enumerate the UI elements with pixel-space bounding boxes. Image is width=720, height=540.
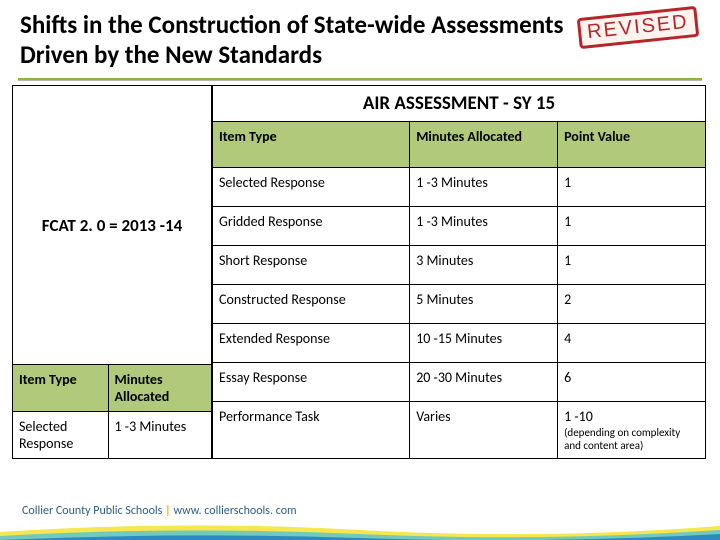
table-row: Performance Task Varies 1 -10 (depending…	[213, 402, 706, 459]
cell: Short Response	[213, 246, 410, 285]
table-row: Selected Response 1 -3 Minutes 1	[213, 168, 706, 207]
fcat-col-minutes: Minutes Allocated	[108, 365, 211, 412]
cell: 1 -3 Minutes	[410, 207, 558, 246]
slide-title: Shifts in the Construction of State-wide…	[20, 10, 580, 70]
air-heading: AIR ASSESSMENT - SY 15	[213, 86, 706, 122]
cell-value: 1 -10	[564, 408, 593, 425]
cell: 1	[558, 207, 706, 246]
fcat-col-itemtype: Item Type	[13, 365, 109, 412]
table-row: Selected Response 1 -3 Minutes	[13, 412, 212, 459]
revised-stamp: REVISED	[577, 6, 699, 49]
cell: 2	[558, 285, 706, 324]
air-col-minutes: Minutes Allocated	[410, 122, 558, 168]
footer-org: Collier County Public Schools	[22, 504, 162, 518]
wave-decoration	[0, 518, 720, 540]
title-underline	[18, 78, 702, 81]
cell: 4	[558, 324, 706, 363]
cell: 1 -3 Minutes	[410, 168, 558, 207]
footer-url: www. collierschools. com	[173, 504, 296, 518]
cell-minutes: 1 -3 Minutes	[108, 412, 211, 459]
table-row: Short Response 3 Minutes 1	[213, 246, 706, 285]
cell: 10 -15 Minutes	[410, 324, 558, 363]
table-row: Essay Response 20 -30 Minutes 6	[213, 363, 706, 402]
cell: Selected Response	[213, 168, 410, 207]
cell: 1	[558, 168, 706, 207]
cell: Varies	[410, 402, 558, 459]
cell: Extended Response	[213, 324, 410, 363]
cell-note: (depending on complexity and content are…	[564, 427, 699, 452]
air-col-point: Point Value	[558, 122, 706, 168]
footer-separator: |	[162, 504, 173, 518]
air-table: AIR ASSESSMENT - SY 15 Item Type Minutes…	[212, 85, 706, 459]
cell: 5 Minutes	[410, 285, 558, 324]
cell: Constructed Response	[213, 285, 410, 324]
fcat-heading: FCAT 2. 0 = 2013 -14	[13, 86, 212, 365]
cell: 1 -10 (depending on complexity and conte…	[558, 402, 706, 459]
cell: Essay Response	[213, 363, 410, 402]
cell-itemtype: Selected Response	[13, 412, 109, 459]
cell: 1	[558, 246, 706, 285]
air-col-itemtype: Item Type	[213, 122, 410, 168]
footer: Collier County Public Schools | www. col…	[22, 504, 297, 518]
cell: Performance Task	[213, 402, 410, 459]
fcat-table: FCAT 2. 0 = 2013 -14 Item Type Minutes A…	[12, 85, 212, 459]
cell: Gridded Response	[213, 207, 410, 246]
table-row: Gridded Response 1 -3 Minutes 1	[213, 207, 706, 246]
cell: 3 Minutes	[410, 246, 558, 285]
table-row: Extended Response 10 -15 Minutes 4	[213, 324, 706, 363]
tables-container: FCAT 2. 0 = 2013 -14 Item Type Minutes A…	[0, 85, 720, 459]
cell: 6	[558, 363, 706, 402]
cell: 20 -30 Minutes	[410, 363, 558, 402]
table-row: Constructed Response 5 Minutes 2	[213, 285, 706, 324]
